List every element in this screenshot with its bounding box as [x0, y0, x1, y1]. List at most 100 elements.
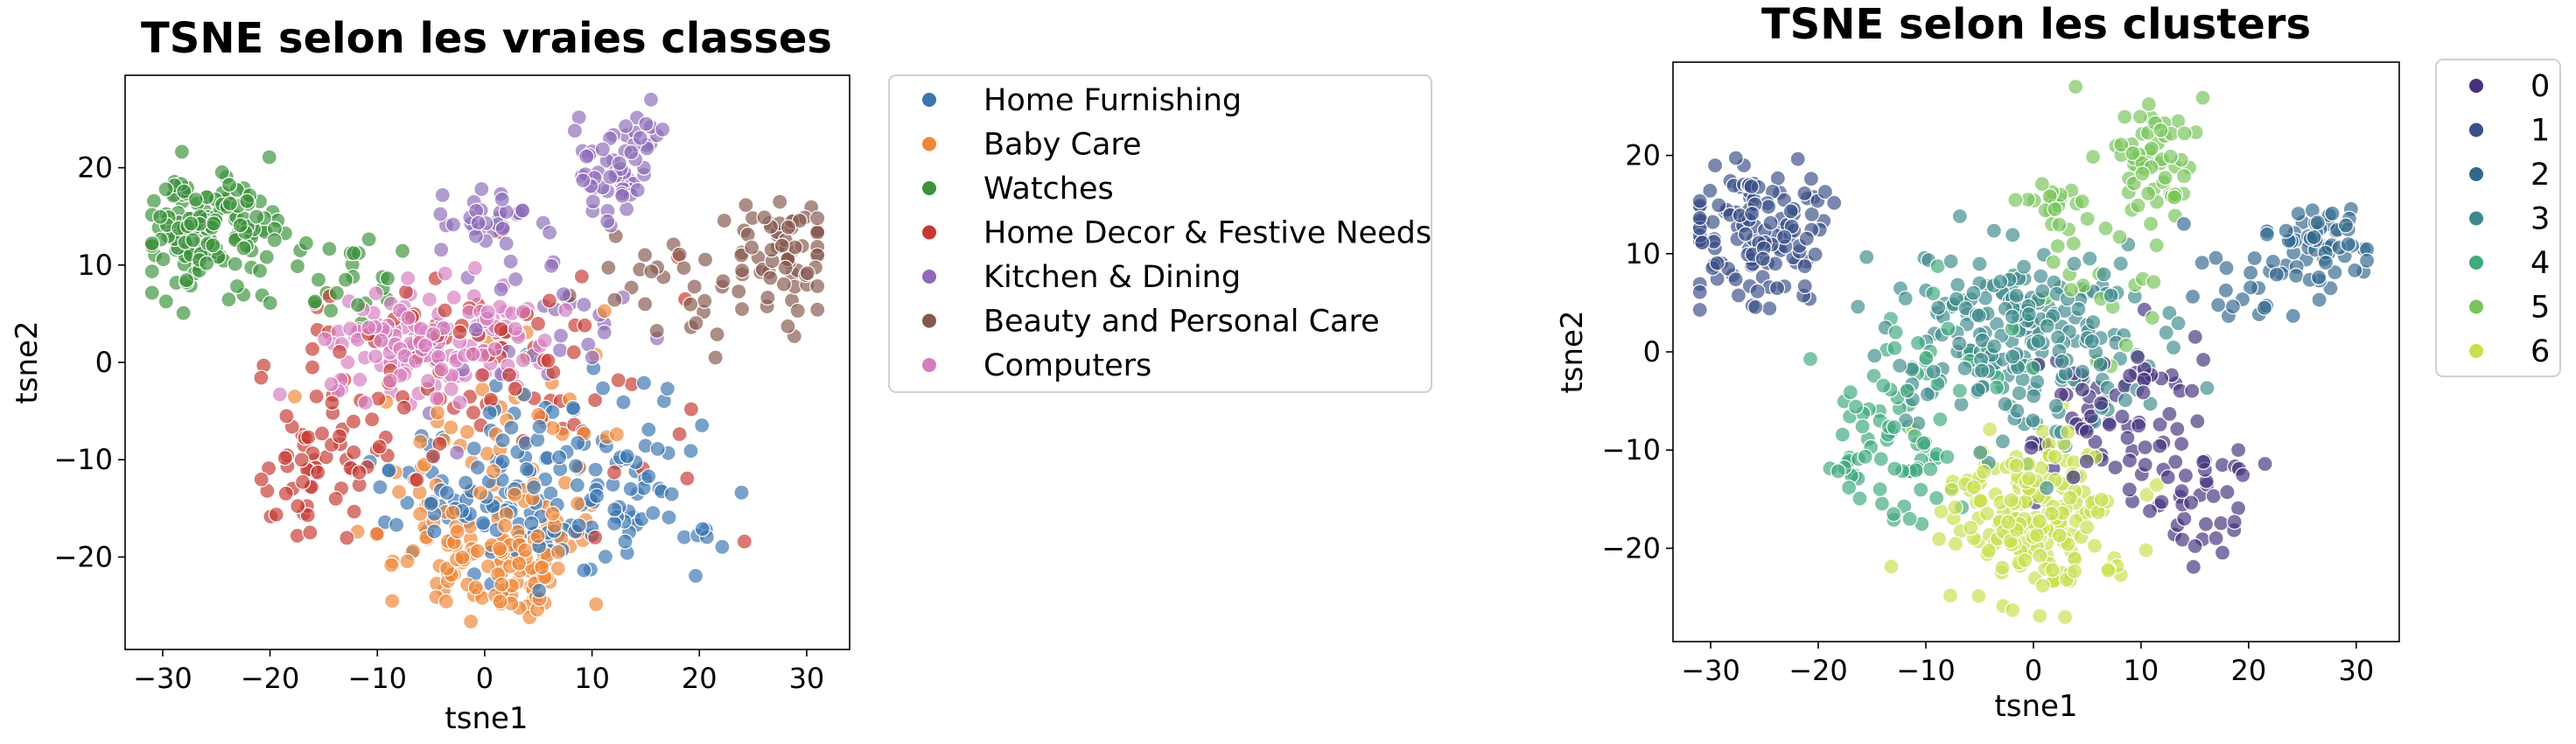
data-point	[232, 217, 248, 234]
legend-frame	[888, 74, 1432, 393]
data-point	[152, 208, 169, 225]
data-point	[2062, 282, 2080, 298]
data-point	[1762, 214, 1779, 231]
legend-label: 1	[2530, 114, 2550, 149]
legend-label: Baby Care	[984, 128, 1142, 163]
data-point	[368, 525, 385, 543]
data-point	[321, 241, 338, 257]
legend-marker	[2468, 210, 2484, 227]
data-point	[1747, 298, 1764, 315]
data-point	[2048, 397, 2064, 414]
data-point	[248, 208, 265, 225]
data-point	[310, 271, 327, 288]
data-point	[261, 149, 277, 165]
data-point	[434, 186, 451, 203]
data-point	[775, 276, 792, 292]
data-point	[438, 484, 455, 502]
data-point	[458, 474, 474, 491]
data-point	[636, 247, 654, 263]
x-tick-label: 0	[2025, 654, 2042, 687]
data-point	[2082, 250, 2098, 267]
data-point	[2146, 274, 2162, 291]
data-point	[384, 593, 401, 609]
data-point	[671, 425, 688, 443]
data-point	[494, 432, 511, 449]
data-point	[2194, 255, 2210, 271]
data-point	[2032, 607, 2048, 624]
data-point	[2009, 403, 2026, 419]
data-point	[2175, 168, 2193, 185]
data-point	[2117, 109, 2133, 125]
data-point	[640, 468, 657, 485]
data-point	[1901, 510, 1918, 527]
data-point	[176, 183, 192, 200]
data-point	[491, 540, 508, 558]
legend-marker	[2468, 298, 2484, 315]
data-point	[615, 394, 632, 411]
data-point	[175, 305, 192, 321]
data-point	[2132, 109, 2148, 125]
data-point	[1942, 253, 1959, 270]
data-point	[1706, 157, 1724, 174]
data-point	[799, 265, 816, 282]
data-point	[696, 251, 714, 268]
data-point	[2140, 186, 2157, 202]
data-point	[540, 352, 556, 369]
data-point	[2034, 283, 2051, 299]
data-point	[373, 333, 389, 349]
data-point	[310, 464, 326, 481]
data-point	[437, 302, 453, 319]
data-point	[493, 321, 509, 338]
data-point	[2347, 262, 2363, 278]
x-axis-label: tsne1	[444, 701, 528, 736]
data-point	[2142, 396, 2159, 412]
data-point	[596, 324, 612, 340]
data-point	[345, 413, 362, 430]
data-point	[1947, 499, 1964, 516]
data-point	[1854, 418, 1871, 435]
data-point	[2257, 455, 2273, 473]
data-point	[253, 471, 270, 488]
data-point	[506, 486, 523, 503]
data-point	[694, 521, 710, 537]
data-point	[2148, 237, 2165, 254]
data-point	[676, 529, 693, 545]
data-point	[155, 251, 172, 268]
data-point	[2017, 551, 2034, 569]
data-point	[421, 291, 438, 308]
data-point	[290, 498, 306, 515]
data-point	[709, 326, 725, 343]
data-point	[635, 375, 653, 391]
data-point	[350, 297, 367, 313]
data-point	[332, 343, 348, 361]
data-point	[2218, 260, 2235, 277]
data-point	[570, 109, 587, 126]
data-point	[1928, 489, 1945, 507]
data-point	[2208, 530, 2224, 547]
data-point	[518, 460, 536, 478]
data-point	[2185, 558, 2202, 575]
data-point	[2285, 307, 2301, 324]
data-point	[577, 317, 593, 333]
data-point	[606, 464, 623, 481]
data-point	[1925, 363, 1942, 380]
data-point	[206, 215, 222, 232]
data-point	[2134, 165, 2151, 182]
data-point	[809, 210, 826, 227]
data-point	[2085, 149, 2102, 165]
data-point	[473, 367, 491, 383]
data-point	[346, 503, 362, 520]
data-point	[2169, 421, 2186, 438]
data-point	[777, 259, 794, 276]
data-point	[573, 268, 591, 284]
data-point	[1730, 287, 1747, 304]
data-point	[731, 283, 747, 300]
data-point	[383, 557, 400, 573]
data-point	[2045, 254, 2062, 270]
data-point	[2023, 439, 2040, 456]
data-point	[2030, 333, 2047, 349]
data-point	[357, 395, 374, 411]
data-point	[2161, 305, 2178, 321]
data-point	[300, 429, 317, 446]
data-point	[1711, 197, 1727, 214]
